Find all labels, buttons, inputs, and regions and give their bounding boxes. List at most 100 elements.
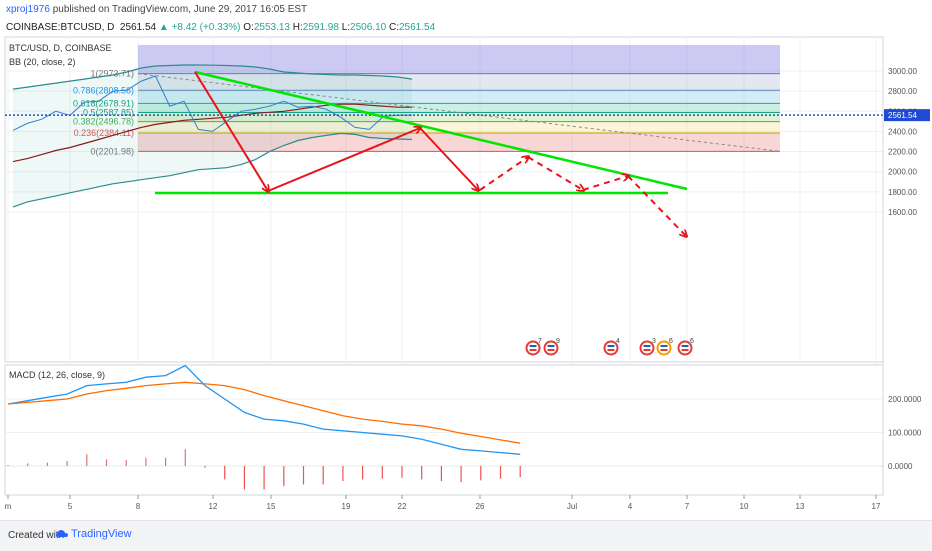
up-arrow-icon: ▲ [158,22,169,33]
signal-line [7,381,521,444]
x-tick-label: 15 [267,502,276,511]
price-tick-label: 1600.00 [888,208,917,217]
bb-upper-line [12,64,413,90]
projection-dashed-arrow [479,157,528,191]
projection-dashed-arrow [582,176,628,191]
price-tick-label: 2200.00 [888,148,917,157]
event-flag-icon[interactable]: 4 [603,338,621,356]
price-tick-label: 2400.00 [888,127,917,136]
descending-trendline [194,70,688,191]
macd-pane[interactable]: MACD (12, 26, close, 9) 200.0000 100.0000 0… [4,364,922,496]
fib-zone [138,133,780,152]
fib-level-label: 0.786(2808.56) [73,85,134,95]
event-flag-icon[interactable]: 6 [677,338,695,356]
projection-arrow [194,71,268,191]
event-count: 6 [690,338,694,345]
projection-arrow [267,128,420,192]
tradingview-brand: TradingView [71,528,132,540]
x-tick-label: 22 [398,502,407,511]
open-label: O: [243,22,254,33]
event-count: 9 [556,338,560,345]
fib-level-label: 0.5(2587.85) [83,107,134,117]
event-flag-icon[interactable]: 9 [543,338,561,356]
x-tick-label: Jul [567,502,577,511]
x-tick-label: 19 [342,502,351,511]
x-tick-label: 10 [740,502,749,511]
projection-arrow [419,127,478,190]
event-flag-icon[interactable]: 7 [525,338,543,356]
x-tick-label: 8 [136,502,141,511]
event-circle [543,340,559,356]
x-tick-label: 5 [68,502,73,511]
price-badge [884,109,930,122]
fib-zone [138,112,780,122]
event-stripe [643,349,651,351]
x-tick-label: 12 [209,502,218,511]
event-stripe [681,349,689,351]
fib-level-label: 0.618(2678.91) [73,98,134,108]
x-tick-label: 17 [872,502,881,511]
event-count: 4 [616,338,620,345]
tradingview-logo[interactable]: TradingView [56,528,132,540]
event-stripe [529,349,537,351]
close-value: 2561.54 [398,22,436,33]
price-tick-label: 2000.00 [888,168,917,177]
x-tick-label: m [5,502,12,511]
publish-info: published on TradingView.com, June 29, 2… [52,4,308,15]
author-link[interactable]: xproj1976 [6,4,50,15]
low-label: L: [341,22,351,33]
event-circle [677,340,693,356]
bb-lower-line [12,132,413,208]
close-label: C: [388,22,399,33]
event-stripe [660,349,668,351]
bb-basis-line [12,103,412,163]
last-price: 2561.54 [119,22,157,33]
event-count: 3 [652,338,656,345]
event-circle [639,340,655,356]
price-tick-label: 1800.00 [888,188,917,197]
price-line [12,75,413,132]
footer-bar: Created with TradingView [0,520,932,551]
event-flag-icon[interactable]: 6 [656,338,674,356]
event-circle [603,340,619,356]
symbol-legend: BTC/USD, D, COINBASE [9,43,112,53]
macd-legend: MACD (12, 26, close, 9) [9,370,105,380]
fib-level-label: 0.236(2384.11) [74,128,134,138]
event-stripe [607,345,615,347]
quote-header: COINBASE:BTCUSD, D 2561.54 ▲ +8.42 (+0.3… [6,22,435,33]
high-value: 2591.98 [302,22,339,33]
fib-zone [138,103,780,113]
projection-dashed-arrow [627,175,686,236]
fib-level-label: 1(2973.71) [90,69,134,79]
chart-canvas[interactable]: 3000.002800.002600.002400.002200.002000.… [0,0,932,520]
created-with-label: Created with [8,530,65,541]
fib-zone [138,90,780,104]
fib-level-label: 0.382(2496.78) [73,117,134,127]
event-stripe [547,349,555,351]
x-tick-label: 4 [628,502,633,511]
price-tick-label: 3000.00 [888,67,917,76]
event-stripe [660,345,668,347]
macd-tick-label: 0.0000 [888,462,913,471]
symbol-label: COINBASE:BTCUSD, D [6,22,115,33]
event-stripe [643,345,651,347]
event-stripe [529,345,537,347]
event-count: 6 [669,338,673,345]
price-badge-label: 2561.54 [888,111,917,120]
event-stripe [547,345,555,347]
x-tick-label: 26 [476,502,485,511]
low-value: 2506.10 [350,22,387,33]
event-circle [656,340,672,356]
event-flag-icon[interactable]: 3 [639,338,657,356]
publish-header: xproj1976 published on TradingView.com, … [6,4,307,15]
fib-zone [138,121,780,134]
x-axis: m 5 8 12 15 19 22 26 Jul 4 7 10 13 17 [5,37,884,511]
price-tick-label: 2800.00 [888,87,917,96]
high-label: H: [292,22,303,33]
event-stripe [607,349,615,351]
bb-legend: BB (20, close, 2) [9,57,76,67]
event-stripe [681,345,689,347]
macd-tick-label: 200.0000 [888,395,922,404]
event-circle [525,340,541,356]
x-tick-label: 7 [685,502,690,511]
